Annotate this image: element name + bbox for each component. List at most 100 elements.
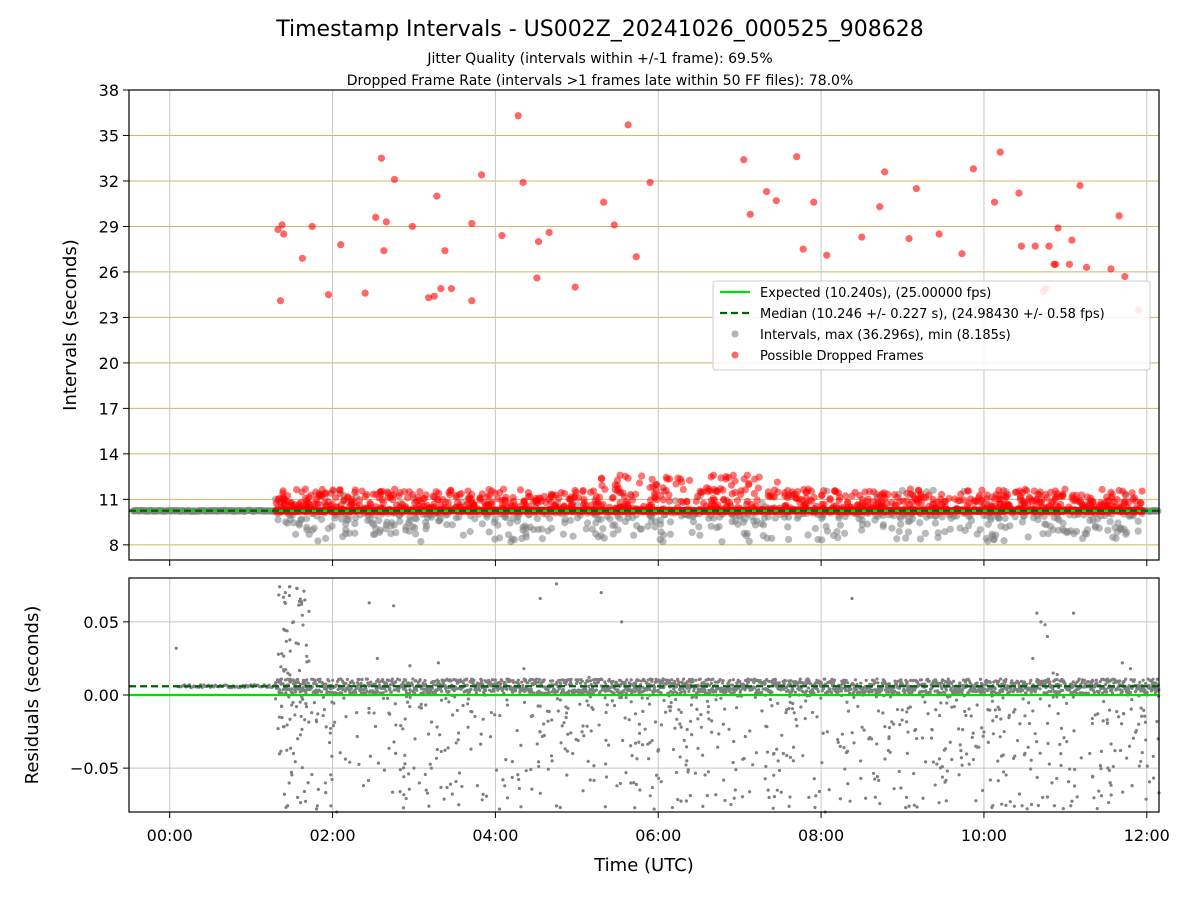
interval-point xyxy=(1059,519,1067,527)
dropped-frame-point xyxy=(292,485,301,494)
dropped-frame-point xyxy=(616,471,624,479)
dropped-frame-point xyxy=(755,473,763,481)
interval-point xyxy=(961,526,969,535)
residual-point xyxy=(499,682,503,686)
dropped-frame-outlier xyxy=(610,221,618,229)
residual-point xyxy=(389,690,393,694)
residual-point xyxy=(345,677,349,682)
legend: Expected (10.240s), (25.00000 fps) Media… xyxy=(712,280,1151,371)
residual-point xyxy=(410,683,414,687)
dropped-frame-point xyxy=(1128,489,1136,497)
dropped-frame-point xyxy=(395,492,403,500)
residual-point xyxy=(625,678,629,682)
dropped-frame-point xyxy=(587,488,595,496)
interval-point xyxy=(696,531,704,539)
dropped-frame-outlier xyxy=(372,213,380,221)
dropped-frame-point xyxy=(841,492,850,500)
residual-point xyxy=(480,678,484,682)
interval-point xyxy=(342,530,350,538)
residual-point xyxy=(352,681,356,686)
interval-point xyxy=(987,515,995,524)
interval-point xyxy=(988,530,996,538)
dropped-frame-point xyxy=(297,499,305,507)
dropped-frame-outlier xyxy=(1121,272,1129,281)
interval-point xyxy=(496,534,504,542)
dropped-frame-point xyxy=(1042,490,1050,499)
residual-point xyxy=(567,689,571,693)
dropped-frame-outlier xyxy=(746,210,754,218)
interval-point xyxy=(904,517,912,526)
interval-point xyxy=(295,521,304,529)
interval-point xyxy=(519,523,527,531)
residual-point xyxy=(369,680,373,684)
interval-point xyxy=(897,520,905,528)
interval-point xyxy=(337,515,346,523)
interval-point xyxy=(1114,519,1122,527)
residual-point xyxy=(492,689,496,693)
interval-point xyxy=(657,528,665,536)
residual-point xyxy=(505,687,509,691)
residual-point xyxy=(702,682,707,686)
top-y-tick-label: 35 xyxy=(99,126,119,145)
interval-point xyxy=(621,517,630,526)
dropped-frame-outlier xyxy=(1051,260,1060,268)
interval-point xyxy=(504,531,513,539)
dropped-frame-point xyxy=(710,496,719,504)
dropped-frame-point xyxy=(672,480,680,488)
interval-point xyxy=(1024,533,1032,541)
residual-point xyxy=(481,682,485,686)
residual-point xyxy=(365,677,370,681)
residual-point xyxy=(648,688,652,692)
residual-point xyxy=(423,678,427,683)
dropped-frame-point xyxy=(870,488,878,496)
top-y-tick-label: 17 xyxy=(99,399,119,418)
residual-point xyxy=(511,680,516,684)
dropped-frame-point xyxy=(719,486,727,494)
dropped-frame-point xyxy=(753,496,761,504)
dropped-frame-point xyxy=(336,486,344,494)
dropped-frame-outlier xyxy=(324,291,333,299)
residual-point xyxy=(521,684,525,688)
dropped-frame-point xyxy=(720,496,728,504)
dropped-frame-outlier xyxy=(793,153,801,161)
dropped-frame-point xyxy=(710,485,718,494)
legend-expected-label: Expected (10.240s), (25.00000 fps) xyxy=(760,286,991,301)
interval-point xyxy=(351,529,359,537)
dropped-frame-point xyxy=(638,472,646,480)
dropped-frame-point xyxy=(1105,497,1113,505)
dropped-frame-outlier xyxy=(912,184,920,193)
interval-point xyxy=(274,516,282,524)
interval-point xyxy=(855,515,863,523)
dropped-frame-outlier xyxy=(377,154,386,162)
interval-point xyxy=(858,526,866,534)
dropped-frame-point xyxy=(938,490,946,498)
dropped-frame-point xyxy=(635,479,644,487)
residual-point xyxy=(474,691,478,695)
interval-point xyxy=(929,486,937,494)
interval-point xyxy=(412,515,420,523)
interval-point xyxy=(768,534,776,542)
top-y-tick-label: 23 xyxy=(99,308,119,327)
dropped-frame-point xyxy=(963,502,972,510)
interval-point xyxy=(916,535,925,543)
residual-point xyxy=(290,687,294,691)
dropped-frame-point xyxy=(996,499,1004,507)
legend-intervals-label: Intervals, max (36.296s), min (8.185s) xyxy=(760,328,1011,343)
dropped-frame-point xyxy=(467,495,475,503)
top-y-tick-label: 38 xyxy=(99,81,119,100)
dropped-frame-point xyxy=(488,500,496,508)
dropped-frame-point xyxy=(372,503,380,511)
dropped-frame-outlier xyxy=(1054,224,1062,232)
residual-point xyxy=(384,682,389,686)
dropped-frame-point xyxy=(731,477,739,485)
interval-point xyxy=(841,529,849,537)
dropped-frame-point xyxy=(1115,486,1123,495)
dropped-frame-point xyxy=(494,495,502,503)
dropped-frame-point xyxy=(531,496,539,505)
interval-point xyxy=(533,515,541,523)
residual-point xyxy=(623,681,627,686)
dropped-frame-point xyxy=(879,492,887,500)
dropped-frame-outlier xyxy=(958,250,966,258)
residual-point xyxy=(698,677,702,681)
residual-point xyxy=(318,677,322,681)
